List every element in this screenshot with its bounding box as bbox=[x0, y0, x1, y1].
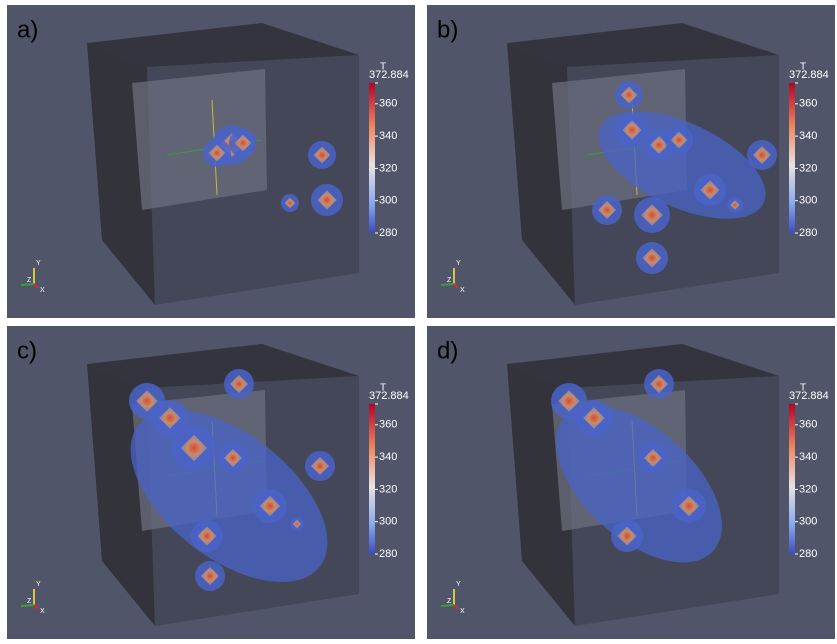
colorbar-tick-label: 340 bbox=[379, 451, 397, 463]
axis-z-label: Z bbox=[27, 598, 32, 605]
colorbar-tick-label: 300 bbox=[379, 516, 397, 528]
colorbar-tick-label: 300 bbox=[799, 516, 817, 528]
colorbar-tick-label: 320 bbox=[379, 162, 397, 174]
axis-x-label: X bbox=[460, 608, 465, 615]
colorbar-tick-label: 280 bbox=[799, 548, 817, 560]
colorbar-tick-label: 340 bbox=[799, 130, 817, 142]
axis-x bbox=[34, 605, 38, 609]
colorbar-tick-label: 320 bbox=[799, 483, 817, 495]
axis-z-label: Z bbox=[27, 277, 32, 284]
colorbar-tick-label: 360 bbox=[799, 98, 817, 110]
colorbar-tick-label: 360 bbox=[379, 98, 397, 110]
axis-z bbox=[21, 605, 34, 606]
colorbar-tick-label: 280 bbox=[379, 548, 397, 560]
axis-z bbox=[441, 605, 454, 606]
panel-label: d) bbox=[437, 337, 458, 364]
panel-label: c) bbox=[17, 337, 37, 364]
axis-x-label: X bbox=[460, 287, 465, 294]
axis-x bbox=[454, 605, 458, 609]
colorbar-tick-label: 320 bbox=[799, 162, 817, 174]
colorbar bbox=[789, 83, 795, 233]
axis-x-label: X bbox=[40, 608, 45, 615]
colorbar-tick-label: 280 bbox=[799, 227, 817, 239]
colorbar-tick-label: 372.884 bbox=[369, 69, 409, 81]
axis-x-label: X bbox=[40, 287, 45, 294]
colorbar-tick-label: 372.884 bbox=[789, 69, 829, 81]
axis-y-label: Y bbox=[36, 260, 41, 267]
axis-x bbox=[454, 284, 458, 288]
colorbar-tick-label: 320 bbox=[379, 483, 397, 495]
colorbar-tick-label: 360 bbox=[799, 419, 817, 431]
colorbar bbox=[789, 404, 795, 554]
colorbar-tick-label: 280 bbox=[379, 227, 397, 239]
axis-y-label: Y bbox=[36, 581, 41, 588]
axis-z bbox=[21, 284, 34, 285]
colorbar-tick-label: 300 bbox=[379, 195, 397, 207]
colorbar-tick-label: 340 bbox=[379, 130, 397, 142]
axis-x bbox=[34, 284, 38, 288]
colorbar-tick-label: 300 bbox=[799, 195, 817, 207]
colorbar-tick-label: 360 bbox=[379, 419, 397, 431]
axis-y-label: Y bbox=[456, 260, 461, 267]
figure: a)T372.884360340320300280YZXb)T372.88436… bbox=[0, 0, 837, 644]
axis-z bbox=[441, 284, 454, 285]
axis-y-label: Y bbox=[456, 581, 461, 588]
colorbar-tick-label: 372.884 bbox=[369, 390, 409, 402]
colorbar bbox=[369, 404, 375, 554]
colorbar bbox=[369, 83, 375, 233]
colorbar-tick-label: 372.884 bbox=[789, 390, 829, 402]
panel-label: b) bbox=[437, 16, 458, 43]
axis-z-label: Z bbox=[447, 598, 452, 605]
panel-label: a) bbox=[17, 16, 38, 43]
axis-z-label: Z bbox=[447, 277, 452, 284]
colorbar-tick-label: 340 bbox=[799, 451, 817, 463]
